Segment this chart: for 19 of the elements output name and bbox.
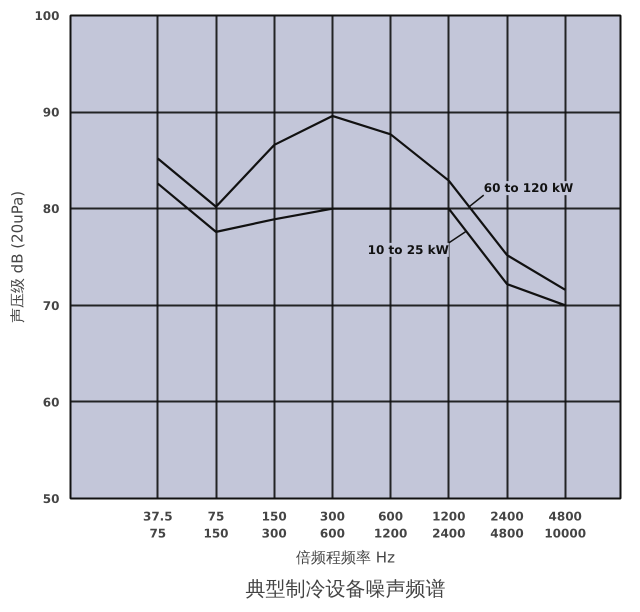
y-tick-label: 60 [42, 395, 60, 410]
x-tick-label: 600 1200 [374, 510, 408, 540]
x-axis-title: 倍频程频率 Hz [296, 548, 396, 566]
y-tick-label: 70 [42, 298, 60, 313]
legend-label: 10 to 25 kW [368, 242, 449, 257]
y-tick-label: 50 [42, 492, 60, 506]
x-tick-label: 2400 4800 [490, 510, 524, 540]
series-label: 60 to 120 kW [484, 181, 574, 196]
y-tick-label: 90 [42, 106, 60, 120]
x-tick-label: 75 150 [203, 510, 229, 540]
y-tick-label: 80 [42, 202, 60, 216]
x-tick-label: 150 300 [262, 510, 287, 540]
y-axis-title: 声压级 dB (20uPa) [8, 190, 26, 324]
x-tick-label: 4800 10000 [544, 510, 586, 540]
x-tick-label: 37.5 75 [143, 510, 173, 540]
x-tick-label: 1200 2400 [432, 510, 466, 540]
y-tick-label: 100 [34, 9, 60, 23]
x-tick-label: 300 600 [320, 510, 345, 540]
text: 典型制冷设备噪声频谱 [246, 576, 446, 600]
